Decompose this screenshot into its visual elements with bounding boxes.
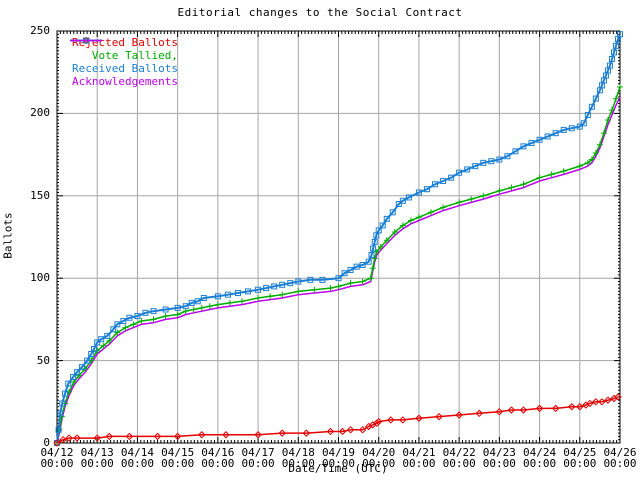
y-tick-label: 250 [30,24,50,37]
x-tick-label: 04/15 00:00 [161,446,195,470]
x-tick-label: 04/17 00:00 [241,446,275,470]
x-tick-label: 04/13 00:00 [80,446,114,470]
x-tick-label: 04/16 00:00 [201,446,235,470]
y-tick-label: 100 [30,271,50,285]
x-tick-label: 04/22 00:00 [442,446,476,470]
y-tick-label: 150 [30,188,50,202]
x-tick-label: 04/24 00:00 [523,446,557,470]
y-tick-label: 200 [30,106,50,120]
x-tick-label: 04/19 00:00 [321,446,356,470]
x-tick-label: 04/18 00:00 [281,446,315,470]
y-tick-label: 50 [36,353,50,367]
x-axis-label: Date/Time (UTC) [288,462,388,475]
legend-row: Received Ballots [62,37,178,75]
x-tick-label: 04/14 00:00 [120,446,154,470]
x-tick-label: 04/12 00:00 [40,446,74,470]
series-received-ballots [54,31,623,446]
y-axis-label: Ballots [1,212,15,259]
chart-title: Editorial changes to the Social Contract [177,6,463,19]
y-tick-label: 0 [43,436,50,449]
x-tick-label: 04/25 00:00 [563,446,597,470]
series-rejected-ballots [53,393,622,447]
legend-label-tallied: Vote Tallied, [72,49,178,62]
series-acknowledgements [56,96,621,444]
x-tick-label: 04/26 00:00 [603,446,637,470]
legend-sample-line-icon [70,39,102,42]
legend-label-rejected: Rejected Ballots [72,36,178,49]
legend-row: Acknowledgements [62,39,178,88]
x-tick-label: 04/23 00:00 [482,446,516,470]
legend-label-acknowledgements: Acknowledgements [72,75,178,88]
legend-label-received: Received Ballots [72,62,178,75]
series-vote-tallied [54,84,623,446]
x-tick-label: 04/20 00:00 [362,446,396,470]
legend-row: Vote Tallied, [62,37,178,62]
legend-row: Rejected Ballots [62,36,178,49]
legend: Rejected Ballots Vote Tallied, Received … [62,36,178,88]
x-tick-label: 04/21 00:00 [402,446,436,470]
